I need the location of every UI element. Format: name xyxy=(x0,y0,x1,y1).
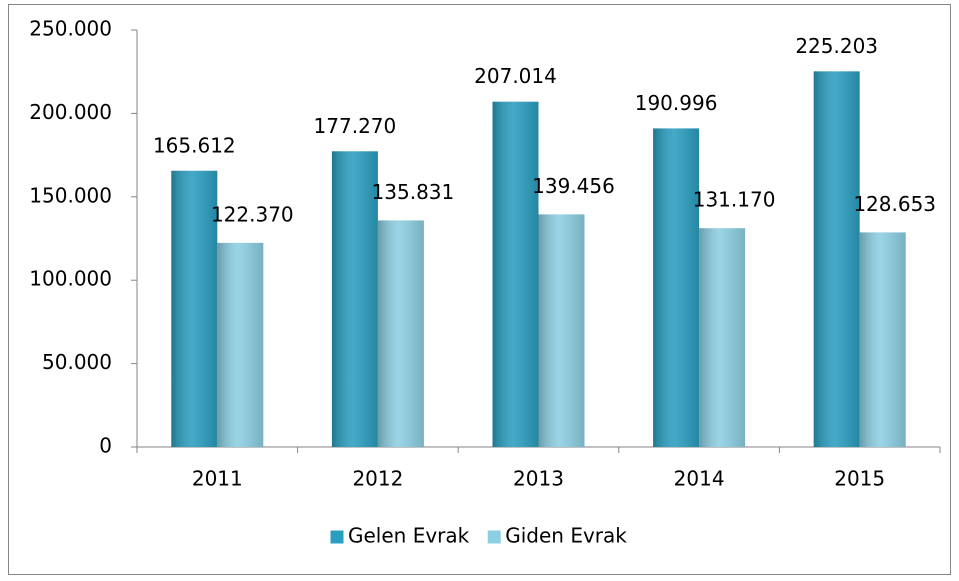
legend-swatch xyxy=(329,529,345,545)
bar xyxy=(813,71,860,448)
x-tick-label: 2015 xyxy=(834,467,885,491)
y-tick-label: 200.000 xyxy=(29,100,112,124)
y-tick-label: 250.000 xyxy=(29,17,112,41)
data-label: 165.612 xyxy=(153,133,236,157)
data-label: 177.270 xyxy=(314,114,397,138)
y-tick-label: 150.000 xyxy=(29,183,112,207)
legend-label: Gelen Evrak xyxy=(348,524,470,548)
data-label: 128.653 xyxy=(853,192,936,216)
data-label: 131.170 xyxy=(693,188,776,212)
bar xyxy=(653,128,700,447)
data-label: 135.831 xyxy=(372,180,455,204)
y-tick-label: 100.000 xyxy=(29,267,112,291)
x-tick-label: 2013 xyxy=(513,467,564,491)
bar xyxy=(217,242,264,447)
bar xyxy=(538,214,585,447)
bar xyxy=(492,101,539,447)
chart-border xyxy=(8,4,951,575)
bar xyxy=(377,220,424,447)
bar xyxy=(699,228,746,447)
x-tick-label: 2012 xyxy=(352,467,403,491)
bar xyxy=(859,232,906,447)
data-label: 122.370 xyxy=(211,202,294,226)
data-label: 207.014 xyxy=(474,64,557,88)
legend-label: Giden Evrak xyxy=(505,524,627,548)
data-label: 190.996 xyxy=(635,91,718,115)
x-tick-label: 2011 xyxy=(192,467,243,491)
data-label: 225.203 xyxy=(795,34,878,58)
x-tick-label: 2014 xyxy=(674,467,725,491)
legend-swatch xyxy=(486,529,502,545)
y-tick-label: 50.000 xyxy=(42,350,112,374)
y-tick-label: 0 xyxy=(99,434,112,458)
data-label: 139.456 xyxy=(532,174,615,198)
